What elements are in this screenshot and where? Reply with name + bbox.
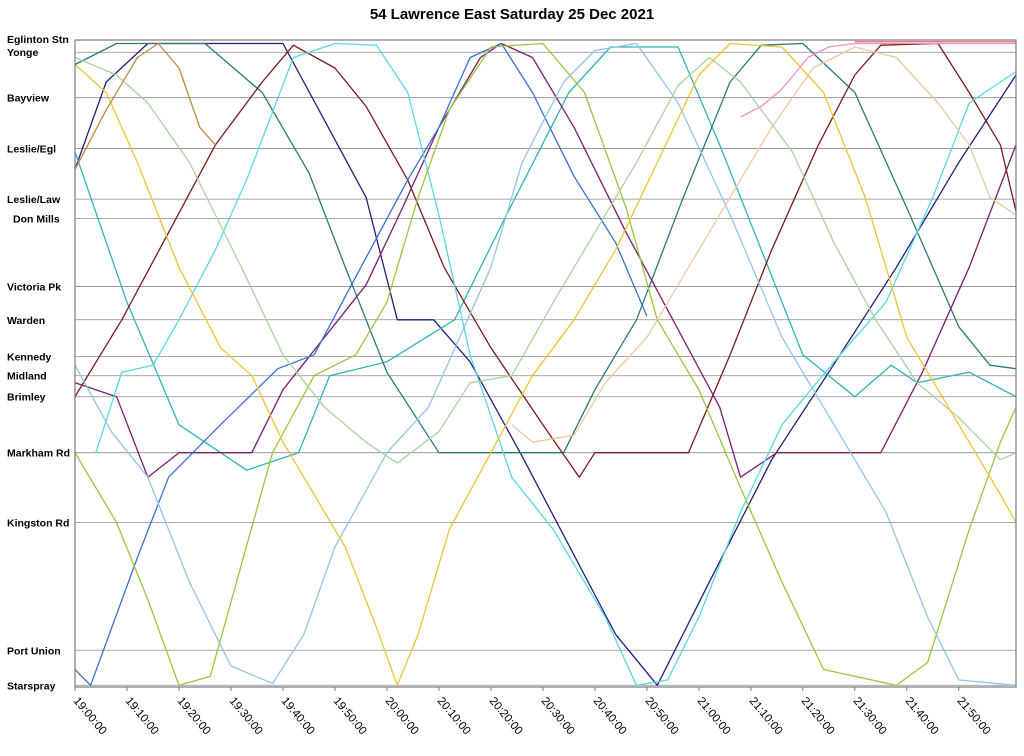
stop-label-0: Eglinton Stn (7, 34, 69, 46)
chart-title: 54 Lawrence East Saturday 25 Dec 2021 (369, 6, 655, 23)
trip-line-4 (74, 42, 1017, 478)
trip-line-9 (74, 56, 1017, 464)
trip-line-5 (74, 42, 648, 686)
tick-label-5: 19:50:00 (331, 695, 369, 737)
trip-line-8 (74, 42, 1017, 686)
tick-label-10: 20:40:00 (591, 695, 629, 737)
stop-label-10: Brimley (7, 392, 46, 404)
series-lines (74, 41, 1017, 686)
stop-label-4: Leslie/Law (7, 194, 61, 206)
trip-line-7 (95, 42, 1017, 686)
tick-label-11: 20:50:00 (643, 695, 681, 737)
stop-label-7: Warden (7, 315, 45, 327)
stop-label-3: Leslie/Egl (7, 143, 56, 155)
trip-line-10 (74, 42, 1017, 686)
stop-label-14: Starspray (7, 680, 56, 692)
tick-label-6: 20:00:00 (383, 695, 421, 737)
trip-line-12 (511, 46, 1017, 443)
tick-label-1: 19:10:00 (123, 695, 161, 737)
stop-label-13: Port Union (7, 645, 61, 657)
stop-label-9: Midland (7, 371, 47, 383)
stop-label-1: Yonge (7, 47, 38, 59)
tick-label-2: 19:20:00 (175, 695, 213, 737)
tick-label-12: 21:00:00 (695, 695, 733, 737)
stop-label-2: Bayview (7, 93, 50, 105)
tick-label-17: 21:50:00 (955, 695, 993, 737)
tick-label-4: 19:40:00 (279, 695, 317, 737)
trip-line-6 (74, 42, 1017, 686)
stop-label-12: Kingston Rd (7, 518, 69, 530)
trip-line-13 (740, 42, 1016, 118)
stop-label-8: Kennedy (7, 352, 52, 364)
trip-line-3 (74, 42, 1017, 478)
trip-line-0 (74, 42, 1017, 686)
tick-label-16: 21:40:00 (903, 695, 941, 737)
tick-label-0: 19:00:00 (71, 695, 109, 737)
tick-label-9: 20:30:00 (539, 695, 577, 737)
stop-label-5: Don Mills (13, 213, 60, 225)
plot-frame (74, 39, 1017, 688)
tick-label-14: 21:20:00 (799, 695, 837, 737)
tick-label-7: 20:10:00 (435, 695, 473, 737)
tick-label-3: 19:30:00 (227, 695, 265, 737)
trip-line-2 (74, 42, 1017, 454)
tick-label-15: 21:30:00 (851, 695, 889, 737)
tick-label-8: 20:20:00 (487, 695, 525, 737)
trip-line-1 (74, 46, 1017, 471)
trip-line-11 (74, 42, 216, 170)
stop-label-6: Victoria Pk (7, 282, 61, 294)
time-tick-labels: 19:00:00 19:10:00 19:20:00 19:30:00 19:40:00… (71, 687, 993, 737)
stop-label-11: Markham Rd (7, 448, 70, 460)
tick-label-13: 21:10:00 (747, 695, 785, 737)
